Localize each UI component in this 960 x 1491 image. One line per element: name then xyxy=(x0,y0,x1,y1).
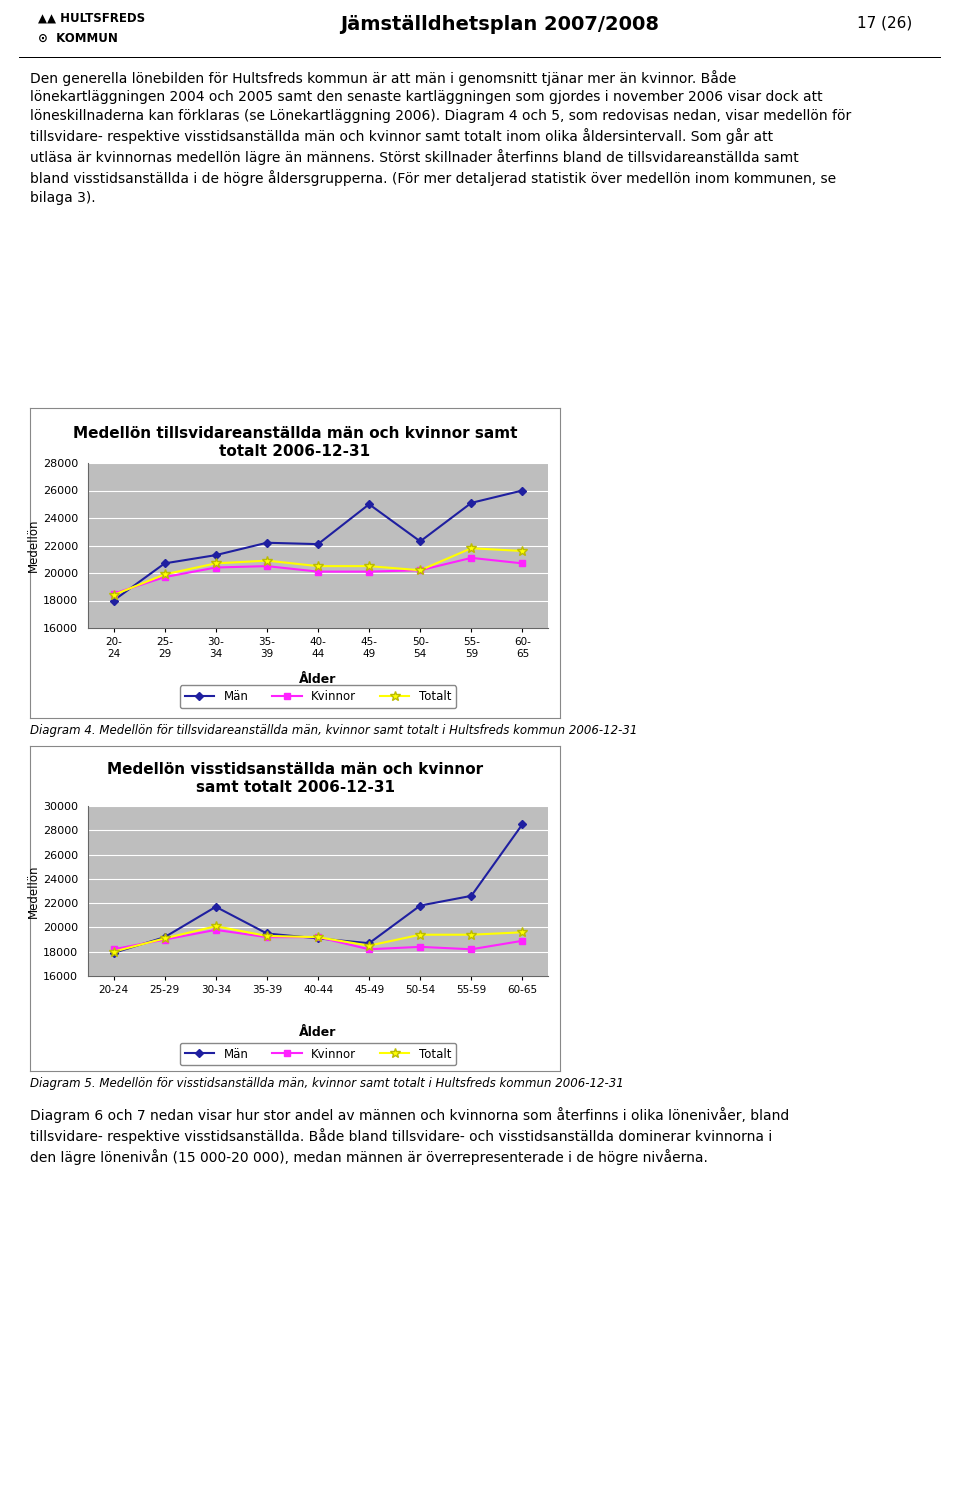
Text: totalt 2006-12-31: totalt 2006-12-31 xyxy=(220,444,371,459)
Text: Diagram 6 och 7 nedan visar hur stor andel av männen och kvinnorna som återfinns: Diagram 6 och 7 nedan visar hur stor and… xyxy=(30,1106,789,1166)
Text: Medellön tillsvidareanställda män och kvinnor samt: Medellön tillsvidareanställda män och kv… xyxy=(73,426,517,441)
Legend: Män, Kvinnor, Totalt: Män, Kvinnor, Totalt xyxy=(180,1042,456,1065)
Text: ⊙  KOMMUN: ⊙ KOMMUN xyxy=(38,31,118,45)
Text: 17 (26): 17 (26) xyxy=(856,15,912,30)
Y-axis label: Medellön: Medellön xyxy=(27,865,40,918)
Text: Ålder: Ålder xyxy=(300,672,337,686)
Text: Den generella lönebilden för Hultsfreds kommun är att män i genomsnitt tjänar me: Den generella lönebilden för Hultsfreds … xyxy=(30,70,852,204)
Text: Jämställdhetsplan 2007/2008: Jämställdhetsplan 2007/2008 xyxy=(340,15,659,34)
Text: Medellön visstidsanställda män och kvinnor: Medellön visstidsanställda män och kvinn… xyxy=(107,762,483,777)
Text: Diagram 4. Medellön för tillsvidareanställda män, kvinnor samt totalt i Hultsfre: Diagram 4. Medellön för tillsvidareanstä… xyxy=(30,725,637,737)
Text: Ålder: Ålder xyxy=(300,1026,337,1039)
Legend: Män, Kvinnor, Totalt: Män, Kvinnor, Totalt xyxy=(180,686,456,708)
Y-axis label: Medellön: Medellön xyxy=(27,519,40,573)
Text: samt totalt 2006-12-31: samt totalt 2006-12-31 xyxy=(196,780,395,795)
Text: Diagram 5. Medellön för visstidsanställda män, kvinnor samt totalt i Hultsfreds : Diagram 5. Medellön för visstidsanställd… xyxy=(30,1077,624,1090)
Text: ▲▲ HULTSFREDS: ▲▲ HULTSFREDS xyxy=(38,12,146,25)
